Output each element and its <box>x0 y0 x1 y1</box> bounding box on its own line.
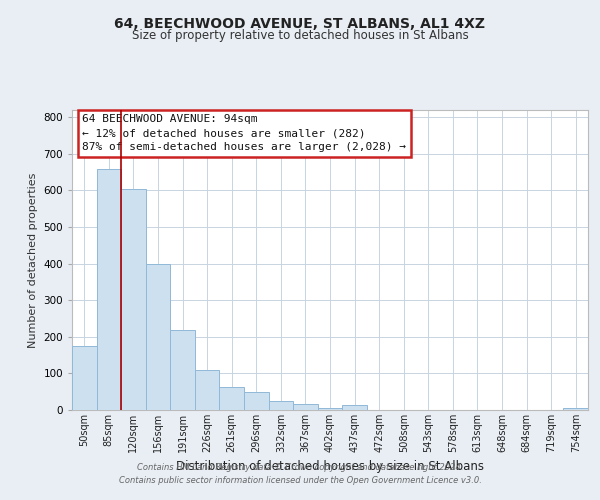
Y-axis label: Number of detached properties: Number of detached properties <box>28 172 38 348</box>
Text: Contains public sector information licensed under the Open Government Licence v3: Contains public sector information licen… <box>119 476 481 485</box>
Bar <box>563 408 588 410</box>
Bar <box>72 346 97 410</box>
Bar <box>269 401 293 410</box>
Bar <box>121 188 146 410</box>
Bar <box>293 404 318 410</box>
Bar <box>97 168 121 410</box>
X-axis label: Distribution of detached houses by size in St Albans: Distribution of detached houses by size … <box>176 460 484 473</box>
Bar <box>342 404 367 410</box>
Text: 64, BEECHWOOD AVENUE, ST ALBANS, AL1 4XZ: 64, BEECHWOOD AVENUE, ST ALBANS, AL1 4XZ <box>115 18 485 32</box>
Text: 64 BEECHWOOD AVENUE: 94sqm
← 12% of detached houses are smaller (282)
87% of sem: 64 BEECHWOOD AVENUE: 94sqm ← 12% of deta… <box>82 114 406 152</box>
Text: Contains HM Land Registry data © Crown copyright and database right 2024.: Contains HM Land Registry data © Crown c… <box>137 464 463 472</box>
Bar <box>170 330 195 410</box>
Bar <box>146 264 170 410</box>
Bar <box>195 370 220 410</box>
Bar <box>244 392 269 410</box>
Bar <box>220 387 244 410</box>
Bar <box>318 408 342 410</box>
Text: Size of property relative to detached houses in St Albans: Size of property relative to detached ho… <box>131 29 469 42</box>
